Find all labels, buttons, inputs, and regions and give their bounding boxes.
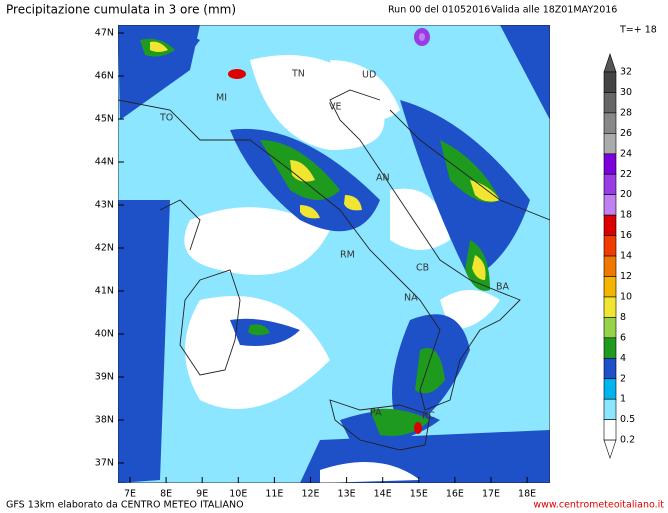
colorbar-label: 1 bbox=[620, 394, 626, 405]
colorbar-box bbox=[603, 194, 617, 216]
lon-label: 11E bbox=[265, 489, 283, 500]
colorbar-label: 24 bbox=[620, 148, 632, 159]
colorbar-arrow bbox=[603, 439, 617, 460]
colorbar-box bbox=[603, 173, 617, 196]
lat-label: 37N bbox=[95, 458, 114, 469]
city-label: NA bbox=[404, 293, 418, 304]
colorbar-label: 26 bbox=[620, 128, 632, 139]
lat-label: 41N bbox=[95, 286, 114, 297]
lat-label: 44N bbox=[95, 157, 114, 168]
colorbar-box bbox=[603, 71, 617, 93]
colorbar-label: 28 bbox=[620, 107, 632, 118]
lon-label: 15E bbox=[410, 489, 428, 500]
colorbar-box bbox=[603, 317, 617, 339]
colorbar-arrow bbox=[603, 53, 617, 73]
colorbar-label: 2 bbox=[620, 373, 626, 384]
colorbar-box bbox=[603, 153, 617, 175]
colorbar-label: 20 bbox=[620, 189, 632, 200]
lon-label: 16E bbox=[446, 489, 464, 500]
colorbar-label: 32 bbox=[620, 67, 632, 78]
lon-label: 14E bbox=[374, 489, 392, 500]
colorbar-box bbox=[603, 133, 617, 155]
footer-model: GFS 13km elaborato da CENTRO METEO ITALI… bbox=[6, 500, 244, 511]
colorbar: 32 30 28 26 24 22 20 18 16 14 12 10 8 6 4 2 1 0.5 0.2 bbox=[603, 53, 635, 460]
lon-label: 10E bbox=[229, 489, 247, 500]
colorbar-label: 12 bbox=[620, 271, 632, 282]
colorbar-label: 10 bbox=[620, 291, 632, 302]
city-label: TO bbox=[159, 113, 173, 124]
colorbar-box bbox=[603, 112, 617, 134]
city-label: VE bbox=[329, 102, 342, 113]
lat-label: 39N bbox=[95, 372, 114, 383]
lon-label: 18E bbox=[518, 489, 536, 500]
colorbar-box bbox=[603, 337, 617, 359]
colorbar-label: 0.2 bbox=[620, 435, 635, 446]
colorbar-label: 6 bbox=[620, 332, 626, 343]
lon-label: 13E bbox=[338, 489, 356, 500]
colorbar-label: 14 bbox=[620, 251, 632, 262]
city-label: RC bbox=[422, 411, 435, 422]
lat-label: 46N bbox=[95, 71, 114, 82]
run: Run 00 del 01052016 bbox=[388, 5, 490, 16]
step: T=+ 18 bbox=[619, 25, 657, 36]
lat-label: 42N bbox=[95, 243, 114, 254]
lat-labels: 47N 46N 45N 44N 43N 42N 41N 40N 39N 38N 37N bbox=[95, 28, 124, 469]
lat-label: 38N bbox=[95, 415, 114, 426]
valid: Valida alle 18Z01MAY2016 bbox=[491, 5, 617, 16]
colorbar-label: 0.5 bbox=[620, 414, 635, 425]
colorbar-box bbox=[603, 296, 617, 318]
city-label: PA bbox=[370, 408, 382, 419]
colorbar-label: 4 bbox=[620, 353, 626, 364]
lat-label: 43N bbox=[95, 200, 114, 211]
colorbar-label: 16 bbox=[620, 230, 632, 241]
city-label: UD bbox=[362, 70, 376, 81]
city-label: AN bbox=[376, 173, 390, 184]
colorbar-box bbox=[603, 378, 617, 400]
colorbar-box bbox=[603, 357, 617, 380]
colorbar-box bbox=[603, 276, 617, 298]
colorbar-box bbox=[603, 214, 617, 236]
colorbar-box bbox=[603, 398, 617, 420]
lon-label: 17E bbox=[482, 489, 500, 500]
lat-label: 45N bbox=[95, 114, 114, 125]
lon-label: 12E bbox=[301, 489, 319, 500]
lon-label: 9E bbox=[196, 489, 208, 500]
colorbar-box bbox=[603, 92, 617, 114]
colorbar-label: 30 bbox=[620, 87, 632, 98]
lon-labels: 7E 8E 9E 10E 11E 12E 13E 14E 15E 16E 17E 18E bbox=[124, 477, 536, 500]
lat-label: 40N bbox=[95, 329, 114, 340]
city-label: CB bbox=[416, 263, 429, 274]
title: Precipitazione cumulata in 3 ore (mm) bbox=[6, 3, 236, 17]
colorbar-box bbox=[603, 419, 617, 441]
lat-label: 47N bbox=[95, 28, 114, 39]
colorbar-label: 22 bbox=[620, 169, 632, 180]
city-label: MI bbox=[216, 93, 227, 104]
city-label: TN bbox=[291, 69, 305, 80]
city-label: BA bbox=[496, 282, 510, 293]
colorbar-box bbox=[603, 255, 617, 277]
colorbar-label: 8 bbox=[620, 312, 626, 323]
lon-label: 7E bbox=[124, 489, 136, 500]
city-labels: TN UD MI TO VE AN RM CB NA BA PA RC bbox=[159, 69, 510, 422]
map bbox=[118, 25, 550, 483]
footer-site: www.centrometeoitaliano.it bbox=[533, 500, 664, 511]
colorbar-box bbox=[603, 235, 617, 257]
lon-label: 8E bbox=[160, 489, 172, 500]
colorbar-label: 18 bbox=[620, 210, 632, 221]
city-label: RM bbox=[340, 250, 355, 261]
